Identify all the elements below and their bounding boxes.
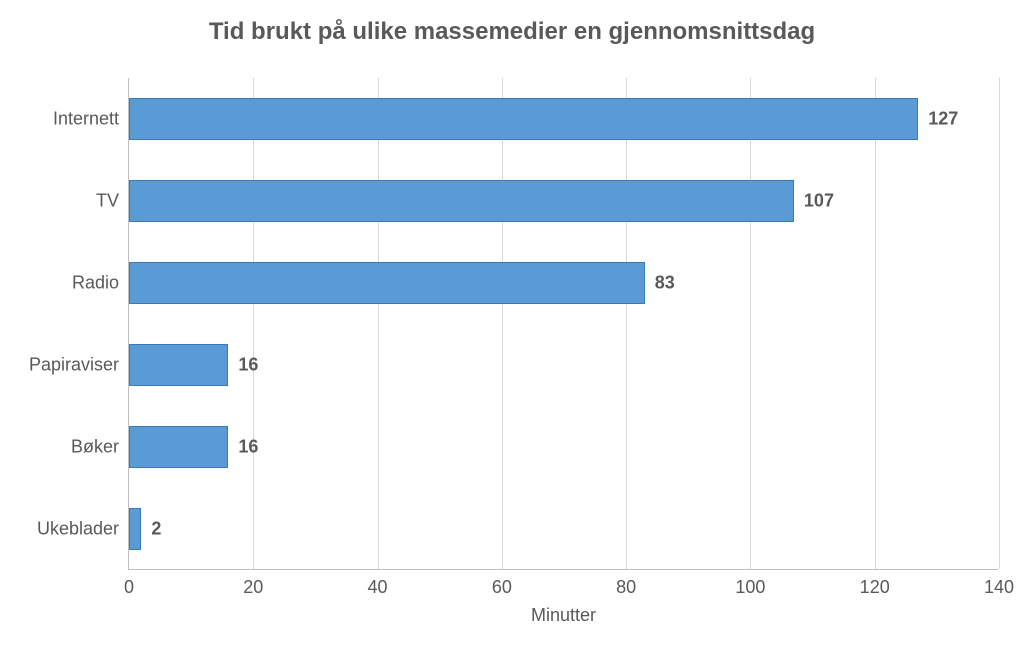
category-label: Bøker xyxy=(71,437,129,458)
x-tick-label: 80 xyxy=(616,569,636,598)
x-tick-label: 0 xyxy=(124,569,134,598)
bar xyxy=(129,180,794,223)
data-label: 16 xyxy=(238,437,258,458)
category-label: Papiraviser xyxy=(29,355,129,376)
data-label: 16 xyxy=(238,355,258,376)
bar xyxy=(129,262,645,305)
category-label: Radio xyxy=(72,273,129,294)
x-tick-label: 60 xyxy=(492,569,512,598)
chart-title: Tid brukt på ulike massemedier en gjenno… xyxy=(0,0,1024,56)
category-label: TV xyxy=(96,191,129,212)
plot-region: 020406080100120140MinutterInternett127TV… xyxy=(128,78,998,570)
grid-line xyxy=(750,78,751,569)
x-tick-label: 100 xyxy=(735,569,765,598)
chart-container: Tid brukt på ulike massemedier en gjenno… xyxy=(0,0,1024,654)
grid-line xyxy=(253,78,254,569)
x-tick-label: 120 xyxy=(860,569,890,598)
x-tick-label: 140 xyxy=(984,569,1014,598)
grid-line xyxy=(875,78,876,569)
data-label: 83 xyxy=(655,273,675,294)
grid-line xyxy=(626,78,627,569)
data-label: 107 xyxy=(804,191,834,212)
category-label: Internett xyxy=(53,109,129,130)
data-label: 2 xyxy=(151,519,161,540)
grid-line xyxy=(378,78,379,569)
bar xyxy=(129,426,228,469)
data-label: 127 xyxy=(928,109,958,130)
grid-line xyxy=(999,78,1000,569)
x-tick-label: 20 xyxy=(243,569,263,598)
x-axis-title: Minutter xyxy=(531,605,596,626)
category-label: Ukeblader xyxy=(37,519,129,540)
grid-line xyxy=(502,78,503,569)
x-tick-label: 40 xyxy=(368,569,388,598)
bar xyxy=(129,344,228,387)
bar xyxy=(129,98,918,141)
bar xyxy=(129,508,141,551)
